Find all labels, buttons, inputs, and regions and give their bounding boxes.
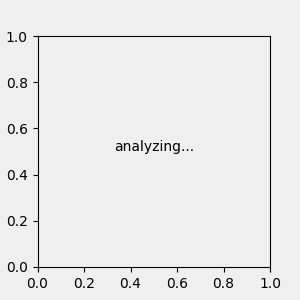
Text: analyzing...: analyzing... — [114, 140, 194, 154]
